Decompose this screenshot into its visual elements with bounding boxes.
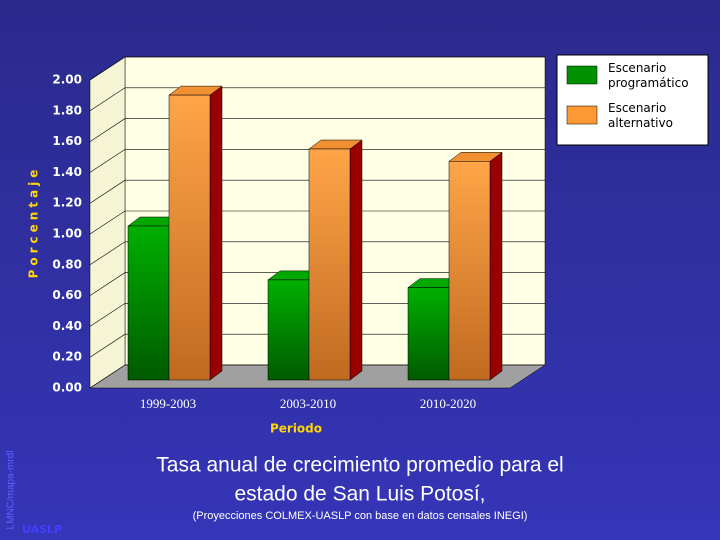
y-tick-label: 0.00: [52, 381, 82, 395]
bar-side: [489, 151, 503, 381]
credit: LMNC/mapa-mrdl: [6, 451, 17, 530]
bar-front: [407, 287, 450, 381]
y-tick-label: 0.60: [52, 288, 82, 302]
bar-front: [168, 94, 211, 381]
y-tick-label: 1.00: [52, 227, 82, 241]
title-line: estado de San Luis Potosí,: [234, 483, 485, 506]
y-tick-label: 1.80: [52, 103, 82, 117]
bar-side: [349, 139, 363, 381]
legend-swatch: [566, 65, 598, 85]
y-tick-label: 0.40: [52, 319, 82, 333]
title-line: Tasa anual de crecimiento promedio para …: [156, 454, 563, 477]
grid-line: [89, 56, 545, 81]
legend-label: Escenario alternativo: [608, 101, 673, 130]
bar-front: [127, 225, 170, 381]
bar-side: [209, 85, 223, 381]
y-tick-label: 1.20: [52, 196, 82, 210]
grid-line: [89, 210, 545, 235]
institution: UASLP: [22, 523, 62, 536]
bar-front: [308, 148, 351, 381]
grid-line: [89, 241, 545, 266]
grid-line: [89, 364, 545, 389]
grid-line: [89, 179, 545, 204]
bar-front: [448, 161, 491, 381]
y-tick-label: 2.00: [52, 73, 82, 87]
y-tick-label: 1.40: [52, 165, 82, 179]
bar: [308, 139, 363, 381]
y-tick-label: 1.60: [52, 134, 82, 148]
x-tick-label: 1999-2003: [140, 396, 196, 411]
bar-front: [267, 279, 310, 381]
subtitle: (Proyecciones COLMEX-UASLP con base en d…: [193, 510, 528, 522]
y-axis-label: Porcentaje: [27, 166, 41, 279]
x-axis-label: Periodo: [270, 422, 322, 436]
y-tick-label: 0.80: [52, 257, 82, 271]
grid-line: [89, 272, 545, 296]
grid-line: [89, 87, 545, 112]
y-tick-label: 0.20: [52, 350, 82, 364]
bar: [168, 85, 223, 381]
bar: [448, 151, 503, 381]
legend-label: Escenario programático: [608, 61, 689, 90]
grid-line: [89, 118, 545, 142]
grid-line: [89, 149, 545, 173]
x-tick-label: 2003-2010: [280, 396, 336, 411]
x-tick-label: 2010-2020: [420, 396, 476, 411]
grid-line: [89, 333, 545, 358]
grid-line: [89, 303, 545, 327]
legend-swatch: [566, 105, 598, 125]
